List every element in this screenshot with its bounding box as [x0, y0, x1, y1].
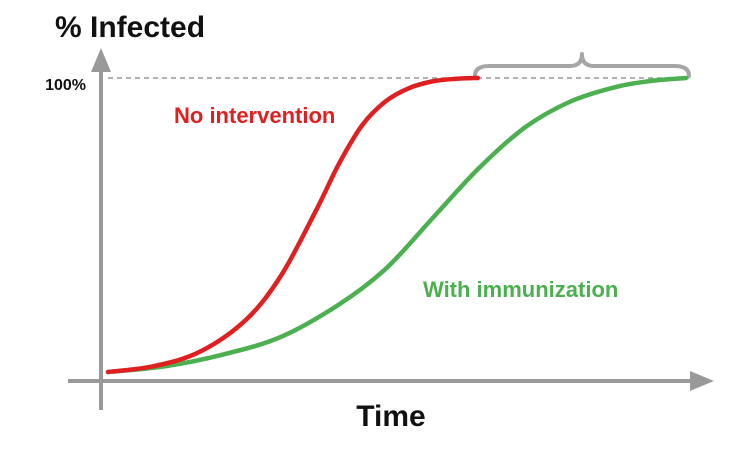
y-axis-arrow-icon — [91, 48, 111, 72]
series-label-no-intervention: No intervention — [174, 103, 335, 128]
x-axis-arrow-icon — [690, 371, 714, 391]
gap-brace — [472, 52, 691, 78]
y-axis-title: % Infected — [55, 11, 205, 44]
series-label-with-immunization: With immunization — [423, 277, 618, 302]
y-tick-100: 100% — [45, 77, 86, 94]
series-line-no-intervention — [105, 75, 481, 375]
series-line-with-immunization — [105, 75, 689, 375]
x-axis-title: Time — [356, 400, 425, 433]
